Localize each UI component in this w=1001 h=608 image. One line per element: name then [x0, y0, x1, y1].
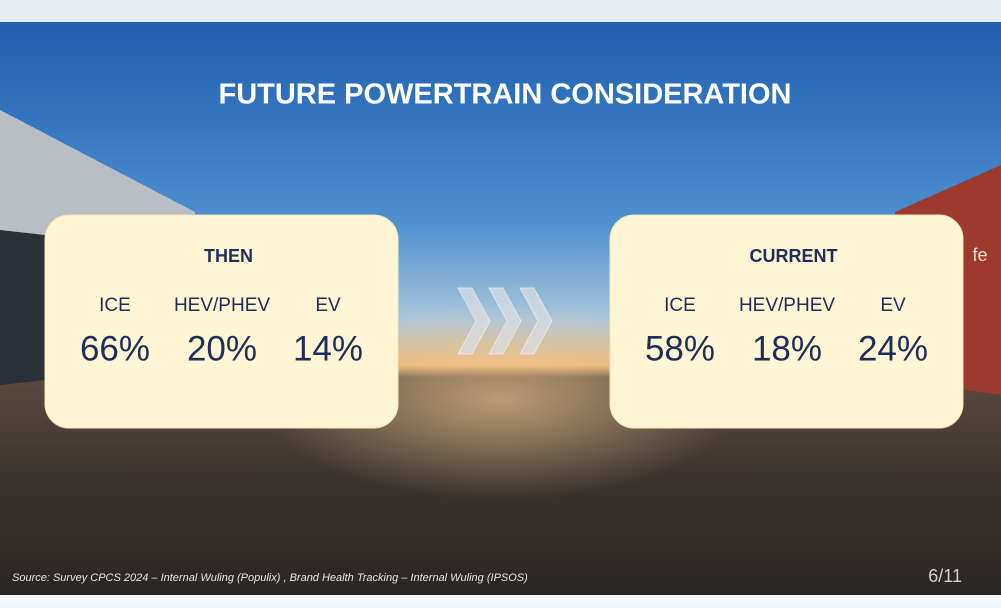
- panel-heading: THEN: [204, 246, 253, 266]
- item-value: 20%: [187, 329, 257, 368]
- item-label: ICE: [664, 295, 696, 316]
- panel-card: [609, 214, 964, 429]
- item-value: 66%: [80, 329, 150, 368]
- building-sign: fe: [972, 245, 987, 265]
- top-bar: [0, 0, 1001, 22]
- bottom-bar: [0, 595, 1001, 603]
- item-label: HEV/PHEV: [739, 295, 835, 316]
- item-value: 18%: [752, 329, 822, 368]
- item-value: 58%: [645, 329, 715, 368]
- panel-heading: CURRENT: [750, 246, 838, 266]
- page-number: 6/11: [928, 566, 962, 586]
- panel-card: [44, 214, 399, 429]
- source-note: Source: Survey CPCS 2024 – Internal Wuli…: [12, 572, 528, 584]
- item-label: EV: [880, 295, 906, 316]
- item-value: 14%: [293, 329, 363, 368]
- left-building-glass: [0, 230, 45, 385]
- panels: THEN ICE 66% HEV/PHEV 20% EV 14% CURRENT ICE 58% H…: [44, 214, 964, 429]
- chevrons: [457, 287, 553, 355]
- item-label: EV: [315, 295, 341, 316]
- item-label: HEV/PHEV: [174, 295, 270, 316]
- item-label: ICE: [99, 295, 131, 316]
- item-value: 24%: [858, 329, 928, 368]
- slide-title: FUTURE POWERTRAIN CONSIDERATION: [218, 79, 791, 111]
